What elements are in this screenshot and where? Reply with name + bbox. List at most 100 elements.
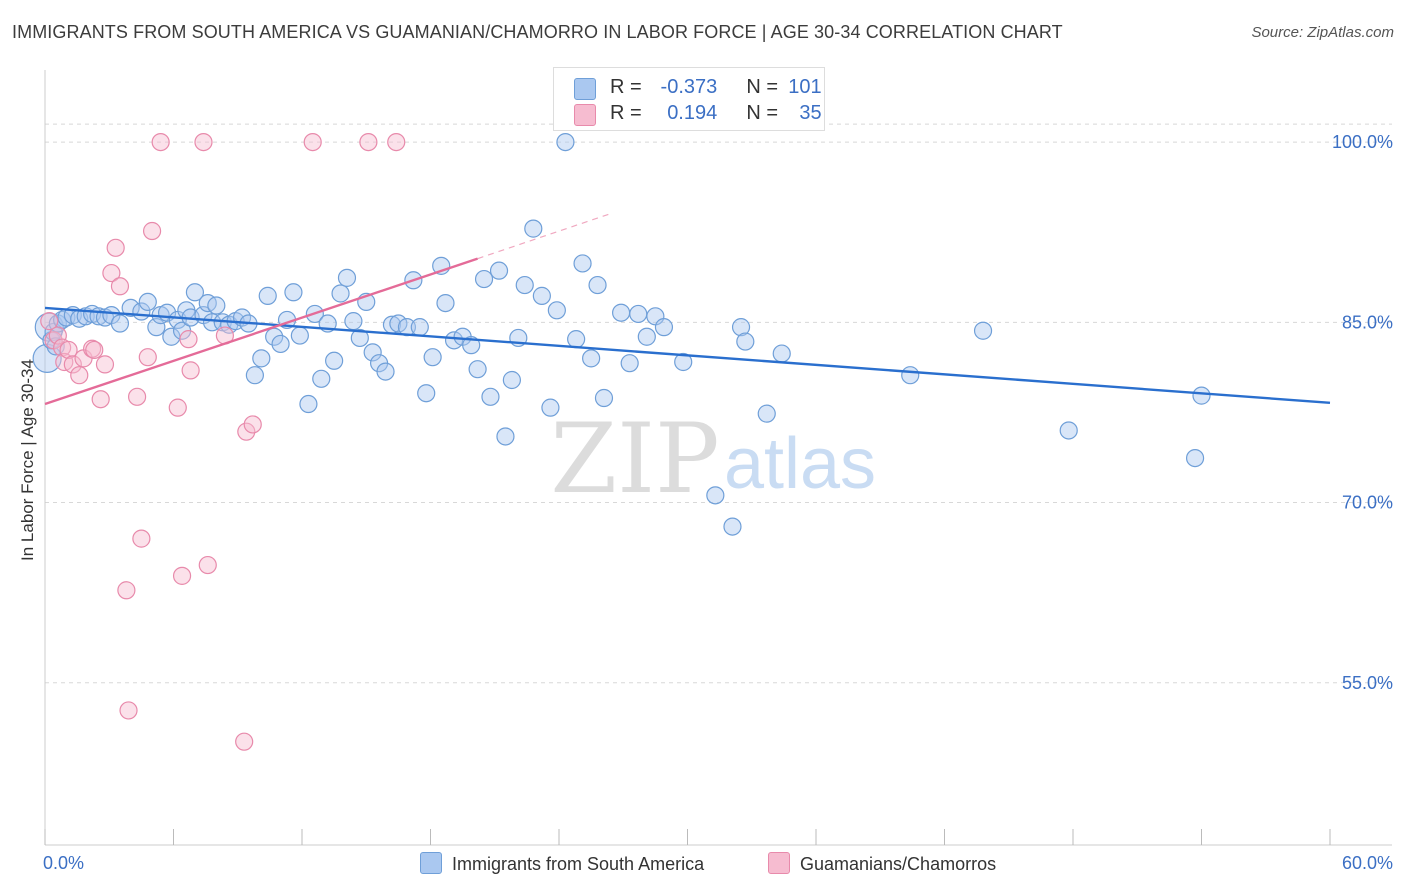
legend-n-label: N = [746,102,779,124]
data-point [532,286,551,305]
data-point [556,132,575,152]
data-point [757,404,776,423]
y-tick-label: 85.0% [1342,312,1393,332]
data-point [290,326,309,345]
data-point [168,398,187,417]
data-point [337,268,357,287]
series-south-america [32,132,1211,536]
data-point [410,318,429,337]
data-point [106,238,125,257]
data-point [423,348,442,367]
data-point [594,388,614,408]
data-point [731,318,751,337]
legend-r-label: R = [610,76,642,98]
bottom-legend-swatch-blue [420,852,442,874]
data-point [127,387,147,406]
data-point [1192,386,1211,405]
data-point [524,219,543,238]
data-point [502,370,521,390]
watermark: ZIP atlas [550,403,876,515]
data-point [95,355,115,374]
axes [44,70,1392,846]
data-point [138,348,157,367]
data-point [359,132,378,152]
source-label: Source: ZipAtlas.com [1251,24,1394,41]
data-point [674,352,693,372]
y-tick-label: 55.0% [1342,673,1393,693]
watermark-atlas: atlas [724,424,876,504]
bottom-legend-label: Guamanians/Chamorros [800,854,997,874]
data-point [489,261,509,280]
data-point [350,328,369,348]
data-point [110,314,130,333]
data-point [194,132,213,152]
data-point [207,296,226,315]
data-point [637,327,656,346]
data-point [629,304,648,324]
legend-r-value: -0.373 [660,76,718,98]
x-tick-label: 0.0% [43,853,84,873]
data-point [258,286,277,305]
data-point [567,330,586,349]
data-point [243,415,262,434]
data-point [481,387,500,406]
data-point [325,351,344,370]
data-point [496,427,515,446]
data-point [142,221,162,241]
data-point [344,312,363,331]
data-point [119,701,138,720]
data-point [901,366,920,385]
legend-n-label: N = [746,76,779,98]
chart-title: IMMIGRANTS FROM SOUTH AMERICA VS GUAMANI… [12,22,1063,42]
data-point [284,283,303,302]
data-point [63,355,82,374]
data-point [612,303,631,322]
data-point [235,732,254,751]
data-point [179,330,198,349]
data-point [468,360,487,379]
data-point [237,422,256,441]
data-point [70,366,89,385]
data-point [303,132,322,152]
data-point [417,384,436,403]
data-point [474,269,494,289]
watermark-zip: ZIP [550,403,719,515]
data-point [299,394,318,414]
data-point [620,354,639,373]
data-point [436,294,455,313]
data-point [376,362,395,381]
data-point [588,275,607,295]
data-point [132,529,151,548]
data-point [541,398,560,417]
data-point [85,340,104,360]
legend-r-value: 0.194 [667,102,718,124]
data-point [573,254,592,273]
data-point [245,366,264,385]
legend: R = -0.373 N = 101 R = 0.194 N = 35 [553,67,825,131]
data-point [312,369,331,388]
data-point [91,390,110,409]
data-point [515,275,534,295]
data-point [172,566,192,585]
data-point [736,332,755,351]
data-point [48,326,67,345]
data-point [772,344,791,363]
trend-line-south-america [44,306,1331,405]
data-point [271,334,290,354]
data-point [151,132,170,152]
legend-swatch-blue [574,78,596,100]
data-point [1185,449,1205,468]
data-point [252,349,271,368]
data-point [185,283,205,302]
data-point [138,292,157,311]
y-tick-label: 100.0% [1332,132,1393,152]
data-point [973,321,993,340]
y-tick-label: 70.0% [1342,493,1393,513]
data-point [59,340,78,360]
data-point [1059,421,1078,440]
data-point [147,318,166,337]
data-point [331,284,350,303]
data-point [110,277,130,296]
legend-n-value: 101 [788,76,822,98]
